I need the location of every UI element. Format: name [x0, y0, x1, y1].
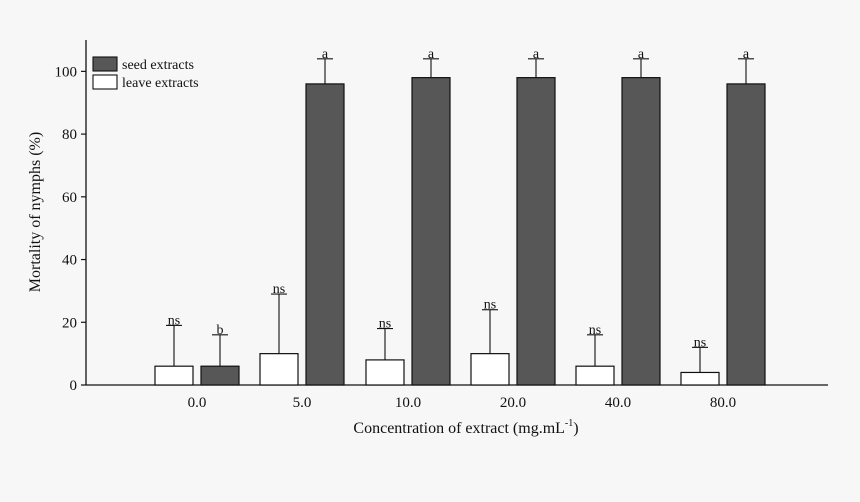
x-axis-label: Concentration of extract (mg.mL-1): [353, 418, 578, 437]
axes: 0 20 40 60 80 100 0.0 5.0 10.0 20.0 40.0 80.0: [55, 40, 828, 411]
legend-label: leave extracts: [122, 76, 199, 91]
y-tick-label: 60: [62, 190, 77, 206]
x-tick-label: 20.0: [500, 395, 526, 411]
significance-label: ns: [694, 335, 706, 350]
x-tick-label: 40.0: [605, 395, 631, 411]
y-tick-label: 40: [62, 253, 77, 269]
y-tick-label: 20: [62, 315, 77, 331]
y-tick-label: 0: [70, 378, 78, 394]
x-tick-label: 0.0: [188, 395, 207, 411]
significance-label: ns: [589, 323, 601, 338]
legend: seed extracts leave extracts: [92, 56, 199, 91]
bar-leave-extracts: [680, 371, 720, 386]
significance-label: ns: [379, 317, 391, 332]
significance-label: ns: [168, 313, 180, 328]
bars: ns b ns a ns a ns a ns a ns a: [154, 47, 766, 386]
x-ticks: 0.0 5.0 10.0 20.0 40.0 80.0: [188, 395, 737, 411]
bar-leave-extracts: [259, 353, 299, 386]
legend-swatch: [92, 74, 118, 90]
bar-leave-extracts: [365, 359, 405, 386]
y-ticks: 0 20 40 60 80 100: [55, 64, 86, 394]
significance-label: a: [322, 47, 329, 62]
x-axis-label-close: ): [573, 420, 578, 437]
bar-leave-extracts: [575, 365, 615, 386]
x-tick-label: 10.0: [395, 395, 421, 411]
x-axis-label-superscript: -1: [565, 418, 573, 429]
y-tick-label: 100: [55, 64, 78, 80]
bar-seed-extracts: [411, 77, 451, 386]
significance-label: a: [428, 47, 435, 62]
significance-label: ns: [484, 298, 496, 313]
bar-seed-extracts: [726, 83, 766, 386]
bar-seed-extracts: [516, 77, 556, 386]
y-axis-label: Mortality of nymphs (%): [27, 132, 44, 292]
y-tick-label: 80: [62, 127, 77, 143]
x-tick-label: 5.0: [293, 395, 312, 411]
bar-seed-extracts: [305, 83, 345, 386]
bar-seed-extracts: [621, 77, 661, 386]
bar-leave-extracts: [154, 365, 194, 386]
legend-swatch: [92, 56, 118, 72]
significance-label: a: [743, 47, 750, 62]
significance-label: ns: [273, 282, 285, 297]
significance-label: a: [533, 47, 540, 62]
significance-label: a: [638, 47, 645, 62]
x-tick-label: 80.0: [710, 395, 736, 411]
x-axis-label-main: Concentration of extract (mg.mL: [353, 420, 564, 437]
bar-leave-extracts: [470, 353, 510, 386]
bar-seed-extracts: [200, 365, 240, 386]
significance-label: b: [217, 323, 224, 338]
legend-label: seed extracts: [122, 58, 194, 73]
